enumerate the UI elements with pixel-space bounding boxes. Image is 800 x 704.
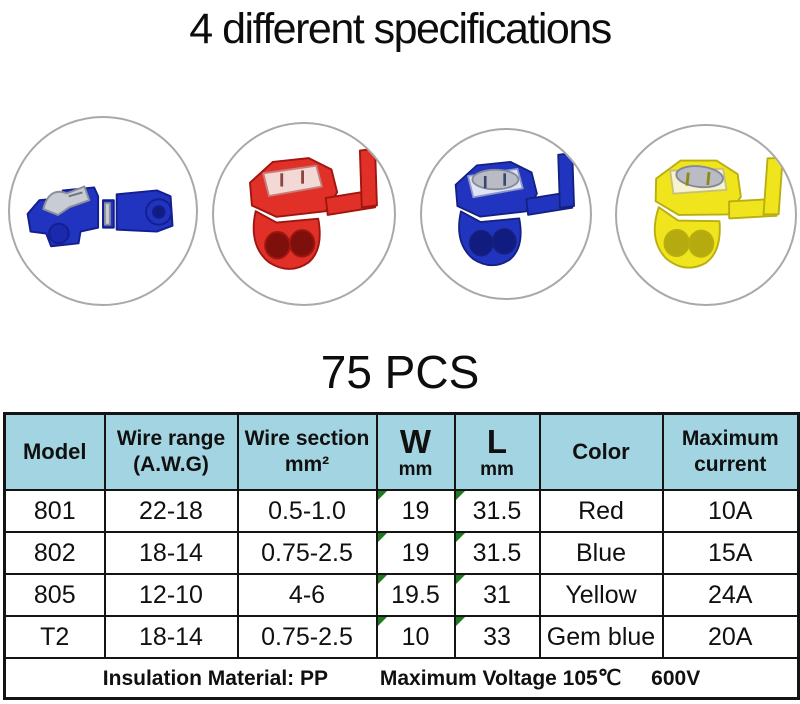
- table-row: T2 18-14 0.75-2.5 10 33 Gem blue 20A: [3, 615, 800, 659]
- cell-max-current: 20A: [661, 615, 800, 659]
- page-title: 4 different specifications: [189, 5, 612, 53]
- cell-width: 19: [375, 489, 456, 533]
- cell-wire-section: 4-6: [236, 573, 378, 617]
- cell-model: 802: [3, 531, 106, 575]
- header-color-label: Color: [572, 438, 630, 464]
- header-model-label: Model: [22, 438, 87, 464]
- cell-max-current: 10A: [661, 489, 800, 533]
- header-wire-section: Wire section mm²: [236, 412, 378, 491]
- cell-width-value: 19: [401, 496, 430, 525]
- footer-row: Insulation Material: PP Maximum Voltage …: [3, 657, 800, 700]
- cell-length-value: 31.5: [472, 496, 522, 525]
- header-width-unit: mm: [398, 458, 433, 480]
- green-corner-flag-icon: [456, 534, 465, 542]
- table-row: 801 22-18 0.5-1.0 19 31.5 Red 10A: [3, 489, 800, 533]
- cell-length-value: 31.5: [472, 538, 522, 567]
- cell-model: 805: [3, 573, 106, 617]
- blue-quick-splice-connector-photo: [454, 152, 575, 267]
- header-wire-section-line1: Wire section: [244, 427, 370, 450]
- header-wire-section-line2: mm²: [284, 453, 330, 476]
- footer-note: Insulation Material: PP Maximum Voltage …: [3, 657, 800, 700]
- green-corner-flag-icon: [456, 492, 465, 500]
- table-row: 802 18-14 0.75-2.5 19 31.5 Blue 15A: [3, 531, 800, 575]
- header-color: Color: [538, 412, 664, 491]
- cell-wire-range: 12-10: [103, 573, 239, 617]
- product-photo-circle-1: [8, 116, 198, 306]
- header-width-letter: W: [399, 422, 432, 460]
- max-voltage-text: Maximum Voltage 105℃: [379, 666, 622, 690]
- cell-length: 31: [453, 573, 541, 617]
- cell-max-current: 15A: [661, 531, 800, 575]
- header-length-letter: L: [486, 422, 508, 460]
- piece-count-label: 75 PCS: [320, 346, 480, 398]
- green-corner-flag-icon: [378, 618, 387, 626]
- cell-wire-section: 0.75-2.5: [236, 615, 378, 659]
- yellow-quick-splice-connector-photo: [653, 157, 784, 269]
- header-wire-range-line1: Wire range: [116, 427, 226, 450]
- table-row: 805 12-10 4-6 19.5 31 Yellow 24A: [3, 573, 800, 617]
- header-length-unit: mm: [480, 458, 514, 480]
- green-corner-flag-icon: [378, 534, 387, 542]
- product-photo-circle-2: [212, 122, 396, 306]
- header-max-current-line2: current: [694, 453, 767, 476]
- header-wire-range-line2: (A.W.G): [133, 453, 209, 476]
- header-max-current: Maximum current: [661, 412, 800, 491]
- cell-color: Red: [538, 489, 664, 533]
- cell-color: Gem blue: [538, 615, 664, 659]
- cell-width-value: 19.5: [391, 580, 440, 609]
- header-wire-range: Wire range (A.W.G): [103, 412, 239, 491]
- cell-length: 33: [453, 615, 541, 659]
- green-corner-flag-icon: [456, 576, 465, 584]
- cell-length-value: 33: [483, 622, 511, 651]
- voltage-value-text: 600V: [651, 666, 701, 690]
- product-photo-circle-3: [420, 128, 592, 300]
- cell-width: 19.5: [375, 573, 456, 617]
- cell-wire-range: 18-14: [103, 615, 239, 659]
- cell-wire-range: 18-14: [103, 531, 239, 575]
- header-max-current-line1: Maximum: [681, 427, 779, 450]
- spec-table: Model Wire range (A.W.G) Wire section mm…: [3, 412, 800, 700]
- header-width: W mm: [375, 412, 456, 491]
- insulation-material-text: Insulation Material: PP: [102, 666, 329, 690]
- cell-length: 31.5: [453, 531, 541, 575]
- green-corner-flag-icon: [456, 618, 465, 626]
- cell-model: T2: [3, 615, 106, 659]
- cell-width: 10: [375, 615, 456, 659]
- cell-width-value: 19: [401, 538, 430, 567]
- cell-length: 31.5: [453, 489, 541, 533]
- cell-width-value: 10: [401, 622, 430, 651]
- header-model: Model: [3, 412, 106, 491]
- header-length: L mm: [453, 412, 541, 491]
- cell-max-current: 24A: [661, 573, 800, 617]
- product-photo-circle-4: [615, 124, 797, 306]
- cell-model: 801: [3, 489, 106, 533]
- blue-t-tap-connector-photo: [26, 185, 174, 248]
- cell-color: Yellow: [538, 573, 664, 617]
- red-quick-splice-connector-photo: [249, 147, 378, 270]
- cell-wire-section: 0.5-1.0: [236, 489, 378, 533]
- header-row: Model Wire range (A.W.G) Wire section mm…: [3, 412, 800, 491]
- green-corner-flag-icon: [378, 492, 387, 500]
- cell-wire-range: 22-18: [103, 489, 239, 533]
- cell-width: 19: [375, 531, 456, 575]
- green-corner-flag-icon: [378, 576, 387, 584]
- cell-wire-section: 0.75-2.5: [236, 531, 378, 575]
- cell-color: Blue: [538, 531, 664, 575]
- cell-length-value: 31: [483, 580, 511, 609]
